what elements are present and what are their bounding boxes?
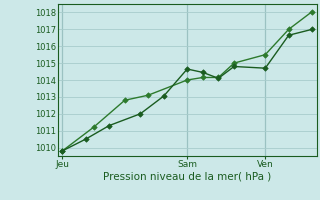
X-axis label: Pression niveau de la mer( hPa ): Pression niveau de la mer( hPa ) xyxy=(103,172,271,182)
